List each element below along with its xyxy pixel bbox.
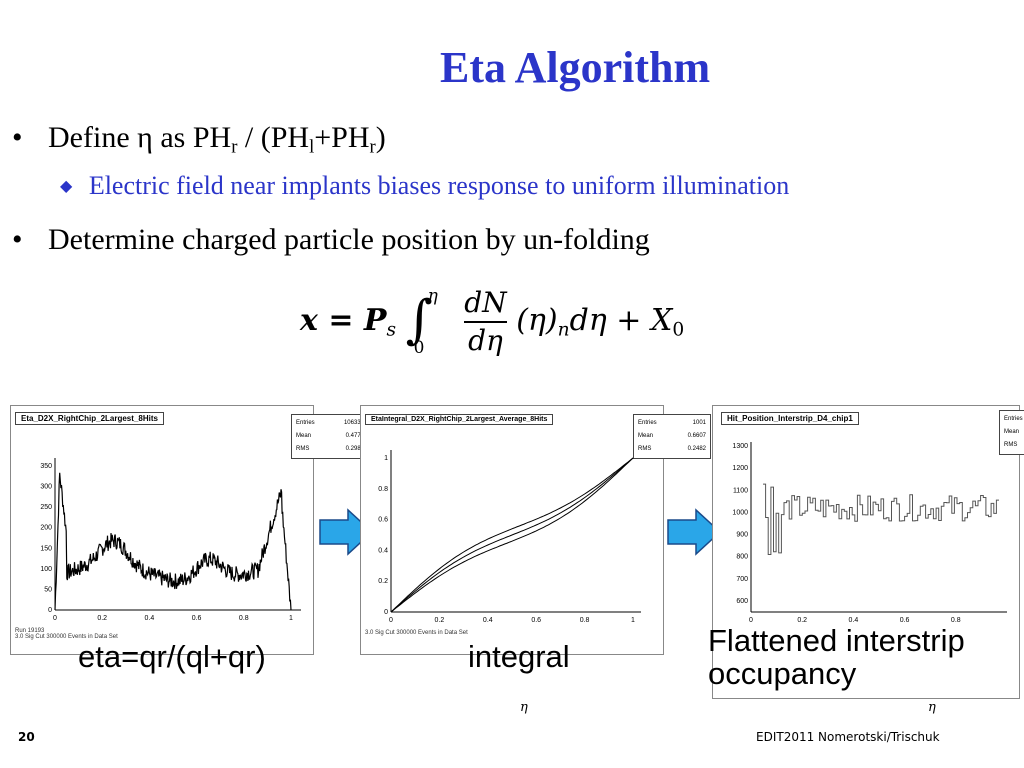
- stats-box: Entries 106336 Mean 0.4775 RMS 0.2983: [291, 414, 369, 459]
- tick-label: 0.6: [900, 617, 910, 624]
- eta-integral-plot: 1 0.8 0.6 0.4 0.2 00 0.2 0.4 0.6 0.8 1: [378, 450, 641, 624]
- tick-label: 0: [389, 617, 393, 624]
- eq-lhs: x = P: [300, 303, 387, 338]
- plot-footnote: Run 19193 3.0 Sig Cut 300000 Events in Da…: [15, 628, 118, 640]
- tick-label: 800: [736, 554, 748, 561]
- hist-title: EtaIntegral_D2X_RightChip_2Largest_Avera…: [365, 414, 554, 425]
- eta-axis-label: η: [928, 700, 936, 715]
- tick-label: 1: [384, 455, 388, 462]
- tick-label: 0.2: [435, 617, 445, 624]
- tick-label: 200: [40, 525, 52, 532]
- page-number: 20: [18, 730, 35, 744]
- flattened-caption: Flattened interstrip occupancy: [708, 623, 965, 691]
- eq-tail: dη + X: [569, 303, 673, 338]
- tick-label: 900: [736, 532, 748, 539]
- stats-box: Entries Mean RMS: [999, 410, 1024, 455]
- eq-rest: (η): [516, 303, 558, 338]
- tick-label: 1200: [732, 465, 748, 472]
- bullet-1-text: Define η as PHr / (PHl+PHr): [48, 121, 386, 158]
- eq-fraction: dN dη: [464, 285, 507, 359]
- sub-bullet-1: ◆ Electric field near implants biases re…: [60, 171, 789, 201]
- tick-label: 0.4: [483, 617, 493, 624]
- diamond-bullet-icon: ◆: [60, 178, 73, 195]
- eta-histogram-panel: Eta_D2X_RightChip_2Largest_8Hits Entries…: [10, 405, 369, 655]
- tick-label: 1: [631, 617, 635, 624]
- plot-footnote: 3.0 Sig Cut 300000 Events in Data Set: [365, 630, 468, 636]
- eq-tail-sub: 0: [672, 319, 685, 341]
- bullet-2-text: Determine charged particle position by u…: [48, 223, 650, 256]
- bullet-2: • Determine charged particle position by…: [12, 223, 650, 257]
- integral-sign: ∫ η 0: [405, 286, 438, 358]
- eq-lhs-sub: s: [386, 319, 397, 341]
- hit-position-panel: Hit_Position_Interstrip_D4_chip1 Entries…: [712, 405, 1024, 699]
- tick-label: 150: [40, 545, 52, 552]
- footer-credit: EDIT2011 Nomerotski/Trischuk: [756, 730, 940, 744]
- tick-label: 300: [40, 484, 52, 491]
- tick-label: 0.8: [580, 617, 590, 624]
- eq-rest-sub: n: [557, 319, 570, 341]
- tick-label: 350: [40, 463, 52, 470]
- tick-label: 1: [289, 615, 293, 622]
- tick-label: 50: [44, 586, 52, 593]
- tick-label: 0: [749, 617, 753, 624]
- right-arrow-icon: [667, 508, 722, 556]
- tick-label: 0.8: [951, 617, 961, 624]
- tick-label: 0.6: [192, 615, 202, 622]
- tick-label: 0: [53, 615, 57, 622]
- tick-label: 1100: [733, 487, 748, 494]
- tick-label: 0: [384, 609, 388, 616]
- unfolding-equation: x = Ps ∫ η 0 dN dη (η)ndη + X0: [300, 285, 684, 359]
- tick-label: 0.8: [239, 615, 249, 622]
- sub-bullet-text: Electric field near implants biases resp…: [88, 171, 790, 200]
- bullet-dot: •: [12, 121, 23, 154]
- tick-label: 600: [736, 598, 748, 605]
- hist-title: Hit_Position_Interstrip_D4_chip1: [721, 412, 859, 425]
- stats-box: Entries 1001 Mean 0.6607 RMS 0.2482: [633, 414, 711, 459]
- tick-label: 250: [40, 504, 52, 511]
- eq-upper-limit: η: [427, 286, 438, 306]
- tick-label: 0.4: [378, 547, 388, 554]
- tick-label: 700: [736, 576, 748, 583]
- tick-label: 0.6: [531, 617, 541, 624]
- tick-label: 0.2: [97, 615, 107, 622]
- tick-label: 1000: [732, 509, 748, 516]
- bullet-dot: •: [12, 223, 23, 256]
- eq-denominator: dη: [468, 324, 503, 357]
- tick-label: 100: [40, 566, 52, 573]
- tick-label: 0.2: [797, 617, 807, 624]
- tick-label: 0.6: [378, 517, 388, 524]
- bullet-1: • Define η as PHr / (PHl+PHr): [12, 121, 386, 159]
- hit-position-plot: 1300 1200 1100 1000 900 800 700 600 0 0.2 0.4 0.6 0.…: [732, 442, 1007, 624]
- eta-caption: eta=qr/(ql+qr): [78, 639, 266, 674]
- tick-label: 0: [48, 607, 52, 614]
- eq-numerator: dN: [464, 285, 507, 323]
- tick-label: 0.2: [378, 578, 388, 585]
- eta-axis-label: η: [520, 700, 528, 715]
- tick-label: 0.4: [849, 617, 859, 624]
- tick-label: 0.8: [378, 486, 388, 493]
- eq-lower-limit: 0: [413, 338, 425, 358]
- slide-title: Eta Algorithm: [440, 43, 711, 92]
- hist-title: Eta_D2X_RightChip_2Largest_8Hits: [15, 412, 164, 425]
- tick-label: 0.4: [145, 615, 155, 622]
- eta-integral-panel: EtaIntegral_D2X_RightChip_2Largest_Avera…: [360, 405, 711, 655]
- tick-label: 1300: [732, 443, 748, 450]
- integral-caption: integral: [468, 639, 570, 674]
- eta-histogram-plot: 350 300 250 200 150 100 50 00 0.2 0.4 0.6 0.8 1: [40, 458, 301, 622]
